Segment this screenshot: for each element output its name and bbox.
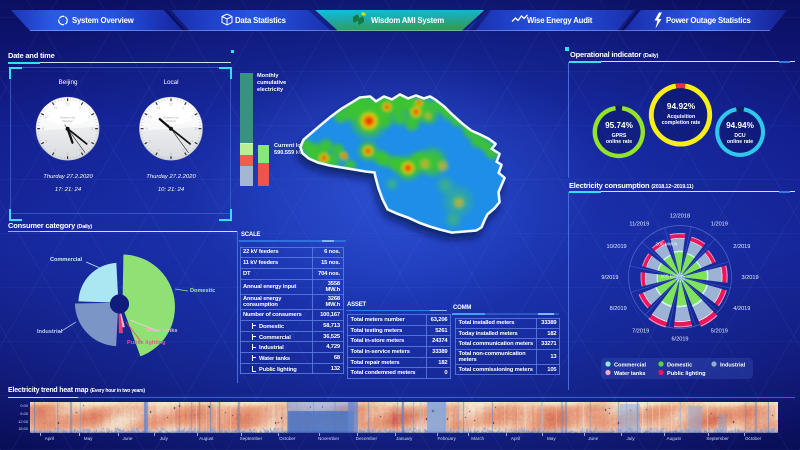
svg-text:10: 10 bbox=[44, 114, 49, 119]
svg-text:3: 3 bbox=[195, 126, 197, 131]
svg-text:10/2019: 10/2019 bbox=[606, 244, 626, 250]
svg-text:5: 5 bbox=[79, 148, 81, 153]
svg-text:100 MW.h: 100 MW.h bbox=[661, 274, 683, 280]
svg-text:Wisdom AMI System: Wisdom AMI System bbox=[371, 16, 444, 25]
svg-text:7/2019: 7/2019 bbox=[632, 328, 649, 334]
svg-text:200 MW.h: 200 MW.h bbox=[656, 242, 678, 248]
svg-text:6/2019: 6/2019 bbox=[671, 337, 688, 343]
svg-text:6: 6 bbox=[170, 151, 172, 156]
svg-text:Data Statistics: Data Statistics bbox=[235, 16, 287, 25]
svg-text:9/2019: 9/2019 bbox=[601, 275, 618, 281]
svg-text:8/2019: 8/2019 bbox=[610, 306, 627, 312]
svg-text:7: 7 bbox=[54, 148, 56, 153]
svg-text:12: 12 bbox=[65, 102, 69, 107]
svg-text:Industrial: Industrial bbox=[720, 363, 746, 369]
svg-text:11: 11 bbox=[157, 105, 161, 110]
svg-text:Powered by: Powered by bbox=[163, 116, 179, 120]
svg-text:12: 12 bbox=[169, 102, 173, 107]
svg-text:System Overview: System Overview bbox=[72, 16, 135, 25]
svg-text:2/2019: 2/2019 bbox=[733, 244, 750, 250]
svg-text:Commercial: Commercial bbox=[614, 363, 646, 369]
svg-text:10: 10 bbox=[148, 114, 153, 119]
svg-text:5/2019: 5/2019 bbox=[711, 328, 728, 334]
svg-text:4: 4 bbox=[88, 139, 91, 144]
svg-text:11: 11 bbox=[53, 105, 57, 110]
svg-text:3: 3 bbox=[91, 126, 93, 131]
svg-text:4: 4 bbox=[191, 139, 194, 144]
svg-text:11/2019: 11/2019 bbox=[629, 222, 649, 228]
svg-text:7: 7 bbox=[158, 148, 160, 153]
svg-text:8: 8 bbox=[149, 139, 151, 144]
svg-text:Water tanks: Water tanks bbox=[614, 371, 646, 377]
svg-text:2: 2 bbox=[88, 114, 90, 119]
svg-text:Powered by: Powered by bbox=[60, 116, 76, 120]
svg-text:1/2019: 1/2019 bbox=[711, 222, 728, 228]
svg-text:Domestic: Domestic bbox=[667, 363, 692, 369]
svg-text:Wisdom: Wisdom bbox=[166, 119, 177, 123]
svg-text:12/2018: 12/2018 bbox=[670, 214, 690, 220]
svg-text:9: 9 bbox=[42, 126, 44, 131]
svg-text:6: 6 bbox=[67, 151, 69, 156]
svg-text:3/2019: 3/2019 bbox=[742, 275, 759, 281]
svg-text:2: 2 bbox=[191, 114, 193, 119]
svg-text:Public lighting: Public lighting bbox=[667, 371, 706, 377]
svg-text:Wise Energy Audit: Wise Energy Audit bbox=[527, 16, 593, 25]
svg-text:Power Outage Statistics: Power Outage Statistics bbox=[666, 16, 752, 25]
svg-text:Wisdom: Wisdom bbox=[62, 119, 73, 123]
svg-text:5: 5 bbox=[182, 148, 184, 153]
svg-text:1: 1 bbox=[182, 105, 184, 110]
svg-text:1: 1 bbox=[79, 105, 81, 110]
svg-text:4/2019: 4/2019 bbox=[733, 306, 750, 312]
svg-text:8: 8 bbox=[45, 139, 47, 144]
svg-text:9: 9 bbox=[145, 126, 147, 131]
